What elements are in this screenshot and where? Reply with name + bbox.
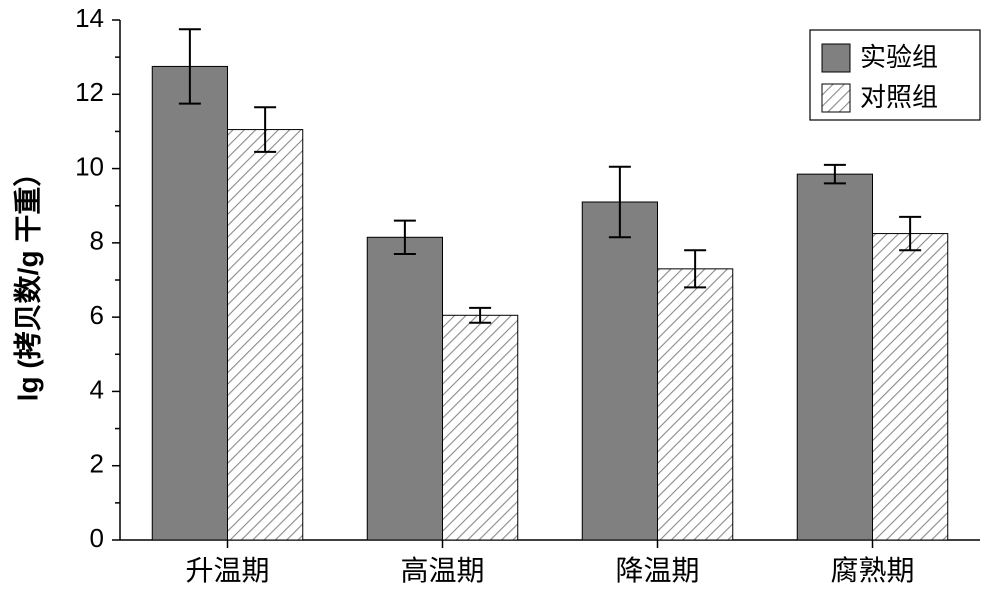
legend-label: 对照组: [860, 82, 938, 112]
x-tick-label: 降温期: [615, 555, 699, 586]
y-tick-label: 12: [75, 77, 104, 107]
legend-swatch: [822, 44, 850, 72]
bar: [228, 130, 303, 540]
x-tick-label: 高温期: [400, 555, 484, 586]
y-tick-label: 4: [90, 374, 104, 404]
legend-label: 实验组: [860, 42, 938, 72]
bar: [443, 315, 518, 540]
y-axis-label: lg (拷贝数/g 干重）: [11, 159, 43, 402]
bar: [797, 174, 872, 540]
y-tick-label: 2: [90, 449, 104, 479]
bar: [873, 234, 948, 540]
y-tick-label: 6: [90, 300, 104, 330]
bar: [367, 237, 442, 540]
bar: [658, 269, 733, 540]
bar: [582, 202, 657, 540]
x-tick-label: 升温期: [185, 555, 269, 586]
y-tick-label: 0: [90, 523, 104, 553]
legend-swatch: [822, 84, 850, 112]
y-tick-label: 14: [75, 3, 104, 33]
chart-container: 0 2 4 6 8 10 12 14 lg (拷贝数/g 干重） 升温期 高温期 降温期 腐熟期 实验组对…: [0, 0, 1000, 606]
y-tick-label: 10: [75, 151, 104, 181]
y-tick-label: 8: [90, 226, 104, 256]
x-tick-label: 腐熟期: [830, 555, 914, 586]
bar-chart: 0 2 4 6 8 10 12 14 lg (拷贝数/g 干重） 升温期 高温期 降温期 腐熟期 实验组对…: [0, 0, 1000, 606]
bar: [152, 66, 227, 540]
